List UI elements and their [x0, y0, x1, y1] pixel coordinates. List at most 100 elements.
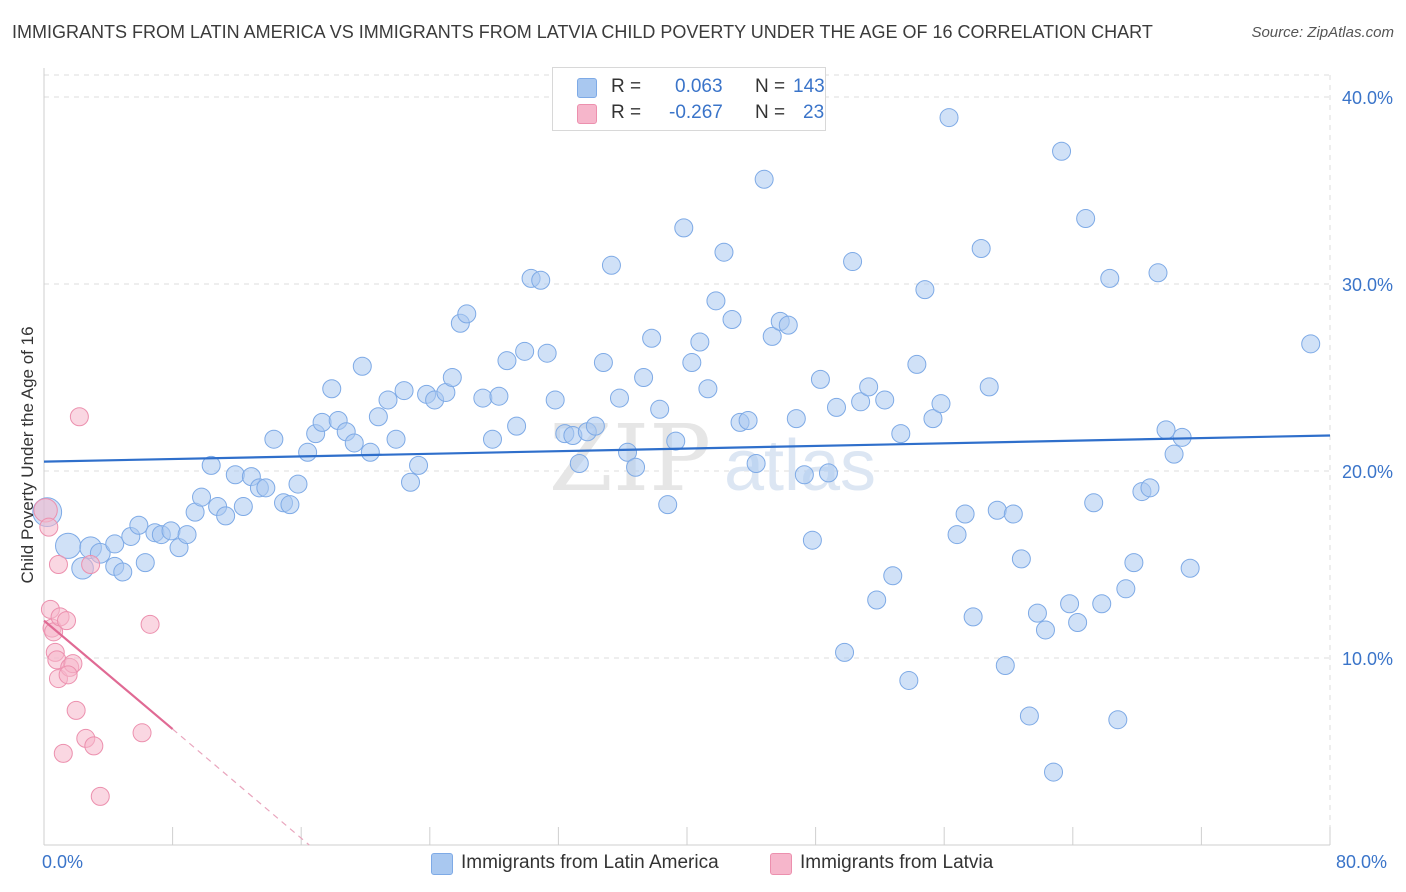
- point-latin-america: [722, 310, 742, 330]
- point-latin-america: [666, 431, 686, 451]
- point-latin-america: [201, 455, 221, 475]
- point-latin-america: [714, 242, 734, 262]
- point-latin-america: [1164, 444, 1184, 464]
- point-latin-america: [778, 315, 798, 335]
- point-latvia: [140, 614, 160, 634]
- point-latin-america: [497, 351, 517, 371]
- bottom-legend-label: Immigrants from Latin America: [461, 852, 719, 873]
- point-latin-america: [642, 328, 662, 348]
- point-latin-america: [569, 454, 589, 474]
- point-latin-america: [1100, 268, 1120, 288]
- point-latin-america: [280, 495, 300, 515]
- point-latin-america: [531, 270, 551, 290]
- point-latin-america: [802, 530, 822, 550]
- y-axis-label: Child Poverty Under the Age of 16: [18, 326, 37, 584]
- point-latin-america: [1027, 603, 1047, 623]
- point-latin-america: [368, 407, 388, 427]
- point-latvia: [84, 736, 104, 756]
- point-latvia: [48, 555, 68, 574]
- point-latin-america: [1076, 209, 1096, 229]
- chart-source: Source: ZipAtlas.com: [1251, 24, 1394, 41]
- legend-n-value: 143: [793, 76, 825, 97]
- point-latin-america: [482, 429, 502, 449]
- point-latin-america: [489, 386, 509, 406]
- point-latvia: [132, 723, 152, 743]
- point-latin-america: [545, 390, 565, 410]
- y-tick-labels: 10.0% 20.0% 30.0% 40.0%: [1342, 88, 1393, 669]
- chart-title: IMMIGRANTS FROM LATIN AMERICA VS IMMIGRA…: [12, 22, 1153, 42]
- point-latin-america: [851, 392, 871, 412]
- point-latin-america: [626, 457, 646, 477]
- point-latin-america: [360, 442, 380, 462]
- point-latvia: [81, 555, 101, 574]
- legend-row-latvia: R = -0.267 N = 23: [577, 102, 824, 126]
- point-latin-america: [1116, 579, 1136, 599]
- point-latin-america: [810, 369, 830, 389]
- point-latin-america: [859, 377, 879, 397]
- bottom-legend-label: Immigrants from Latvia: [800, 852, 994, 873]
- point-latin-america: [322, 379, 342, 399]
- point-latin-america: [907, 354, 927, 374]
- point-latin-america: [401, 472, 421, 492]
- point-latin-america: [442, 368, 462, 387]
- point-latin-america: [867, 590, 887, 610]
- watermark-atlas: atlas: [724, 426, 876, 506]
- trend-extension-latvia: [172, 728, 310, 846]
- legend-r-value: -0.267: [669, 102, 723, 123]
- point-latin-america: [1156, 420, 1176, 440]
- point-latin-america: [609, 388, 629, 408]
- legend-r-value: 0.063: [675, 76, 723, 97]
- point-latin-america: [593, 353, 613, 373]
- point-latin-america: [826, 397, 846, 417]
- correlation-legend: R = 0.063 N = 143 R = -0.267 N = 23: [552, 67, 826, 131]
- point-latin-america: [386, 429, 406, 449]
- point-latin-america: [883, 566, 903, 586]
- point-latin-america: [1019, 706, 1039, 726]
- y-tick-label: 30.0%: [1342, 275, 1393, 295]
- point-latin-america: [634, 368, 654, 387]
- point-latin-america: [1084, 493, 1104, 513]
- point-latin-america: [409, 455, 429, 475]
- point-latin-america: [1060, 594, 1080, 614]
- point-latin-america: [843, 252, 863, 272]
- legend-n-label: N =: [755, 102, 786, 123]
- point-latin-america: [256, 478, 276, 498]
- point-latin-america: [1035, 620, 1055, 640]
- axes: [43, 68, 1331, 846]
- point-latin-america: [1124, 553, 1144, 573]
- point-latin-america: [507, 416, 527, 436]
- point-latin-america: [875, 390, 895, 410]
- legend-r-label: R =: [611, 102, 642, 123]
- point-latin-america: [352, 356, 372, 376]
- point-latin-america: [835, 642, 855, 662]
- point-latin-america: [1044, 762, 1064, 782]
- point-latin-america: [786, 409, 806, 429]
- point-latin-america: [225, 465, 245, 485]
- trend-lines: [43, 434, 1331, 846]
- point-latvia: [69, 407, 89, 427]
- point-latin-america: [161, 521, 181, 541]
- point-latin-america: [618, 442, 638, 462]
- y-tick-label: 40.0%: [1342, 88, 1393, 108]
- point-latin-america: [344, 433, 364, 453]
- point-latin-america: [537, 343, 557, 363]
- legend-n-value: 23: [803, 102, 825, 123]
- point-latin-america: [55, 532, 82, 559]
- point-latin-america: [754, 169, 774, 189]
- point-latin-america: [135, 553, 155, 573]
- point-latin-america: [378, 390, 398, 410]
- point-latin-america: [601, 255, 621, 275]
- point-latin-america: [113, 562, 133, 582]
- bottom-legend-swatch-blue: [431, 853, 453, 875]
- y-tick-label: 10.0%: [1342, 649, 1393, 669]
- point-latin-america: [674, 218, 694, 238]
- point-latin-america: [1108, 710, 1128, 730]
- point-latin-america: [690, 332, 710, 352]
- point-latin-america: [1092, 594, 1112, 614]
- point-latvia: [57, 611, 77, 631]
- point-latin-america: [891, 424, 911, 444]
- point-latin-america: [971, 238, 991, 258]
- point-latin-america: [979, 377, 999, 397]
- point-latin-america: [955, 504, 975, 524]
- point-latin-america: [738, 411, 758, 431]
